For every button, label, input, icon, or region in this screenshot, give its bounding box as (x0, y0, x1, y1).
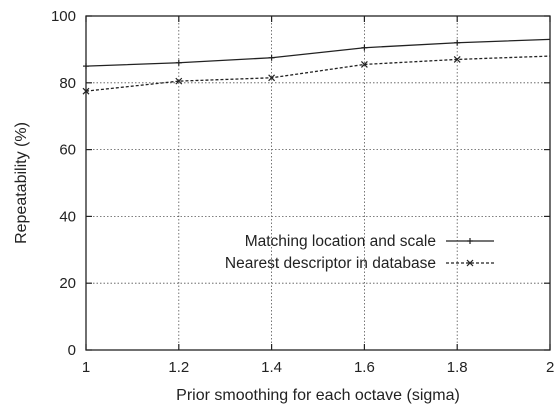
x-tick-label: 1 (82, 359, 90, 376)
plus-marker (454, 39, 461, 46)
x-tick-label: 1.8 (447, 359, 468, 376)
x-tick-label: 2 (546, 359, 554, 376)
y-tick-label: 80 (59, 75, 76, 92)
y-tick-label: 0 (68, 342, 76, 359)
x-marker (268, 74, 276, 82)
plus-marker (268, 54, 275, 61)
x-axis-ticks: 1 1.2 1.4 1.6 1.8 2 (82, 16, 554, 376)
plus-marker (467, 238, 473, 244)
x-tick-label: 1.6 (354, 359, 375, 376)
y-tick-label: 20 (59, 275, 76, 292)
plus-marker (361, 44, 368, 51)
x-marker (453, 55, 461, 63)
plus-marker (175, 59, 182, 66)
plot-area-frame (85, 15, 551, 351)
y-tick-label: 40 (59, 208, 76, 225)
series-line-nearest-descriptor-in-database (85, 55, 551, 92)
legend-label-matching-location-and-scale: Matching location and scale (245, 233, 436, 250)
x-tick-label: 1.2 (168, 359, 189, 376)
series-line-matching-location-and-scale (85, 38, 551, 67)
legend-label-nearest-descriptor-in-database: Nearest descriptor in database (225, 255, 436, 272)
x-axis-label: Prior smoothing for each octave (sigma) (176, 387, 460, 404)
series-lines (85, 38, 551, 92)
x-marker (360, 61, 368, 68)
x-tick-label: 1.4 (261, 359, 282, 376)
y-axis-ticks: 0 20 40 60 80 100 (51, 8, 550, 359)
y-tick-label: 100 (51, 8, 76, 25)
grid (86, 16, 550, 350)
legend: Matching location and scale Nearest desc… (225, 233, 494, 272)
x-marker (466, 259, 474, 267)
y-tick-label: 60 (59, 142, 76, 159)
x-marker (175, 77, 183, 85)
series-markers (82, 39, 461, 95)
y-axis-label: Repeatability (%) (13, 122, 30, 244)
